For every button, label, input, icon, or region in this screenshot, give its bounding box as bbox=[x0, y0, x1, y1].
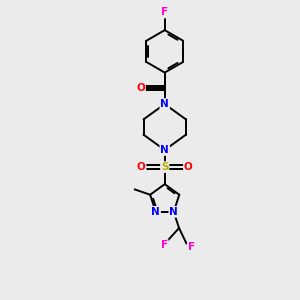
Text: N: N bbox=[169, 207, 178, 217]
Text: N: N bbox=[160, 99, 169, 109]
Text: F: F bbox=[161, 8, 168, 17]
Text: N: N bbox=[160, 145, 169, 155]
Text: O: O bbox=[184, 162, 193, 172]
Text: F: F bbox=[161, 240, 168, 250]
Text: O: O bbox=[136, 83, 145, 93]
Text: N: N bbox=[151, 207, 160, 217]
Text: F: F bbox=[188, 242, 195, 253]
Text: O: O bbox=[137, 162, 146, 172]
Text: S: S bbox=[161, 162, 169, 172]
